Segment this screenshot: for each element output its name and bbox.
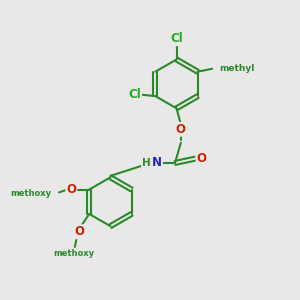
Text: O: O	[196, 152, 206, 165]
Text: O: O	[176, 123, 186, 136]
Text: Cl: Cl	[128, 88, 141, 101]
Text: N: N	[152, 156, 162, 170]
Text: O: O	[74, 225, 84, 238]
Text: methoxy: methoxy	[10, 189, 51, 198]
Text: O: O	[66, 183, 76, 196]
Text: H: H	[142, 158, 151, 168]
Text: methoxy: methoxy	[53, 249, 94, 258]
Text: Cl: Cl	[170, 32, 183, 45]
Text: methyl: methyl	[219, 64, 255, 73]
